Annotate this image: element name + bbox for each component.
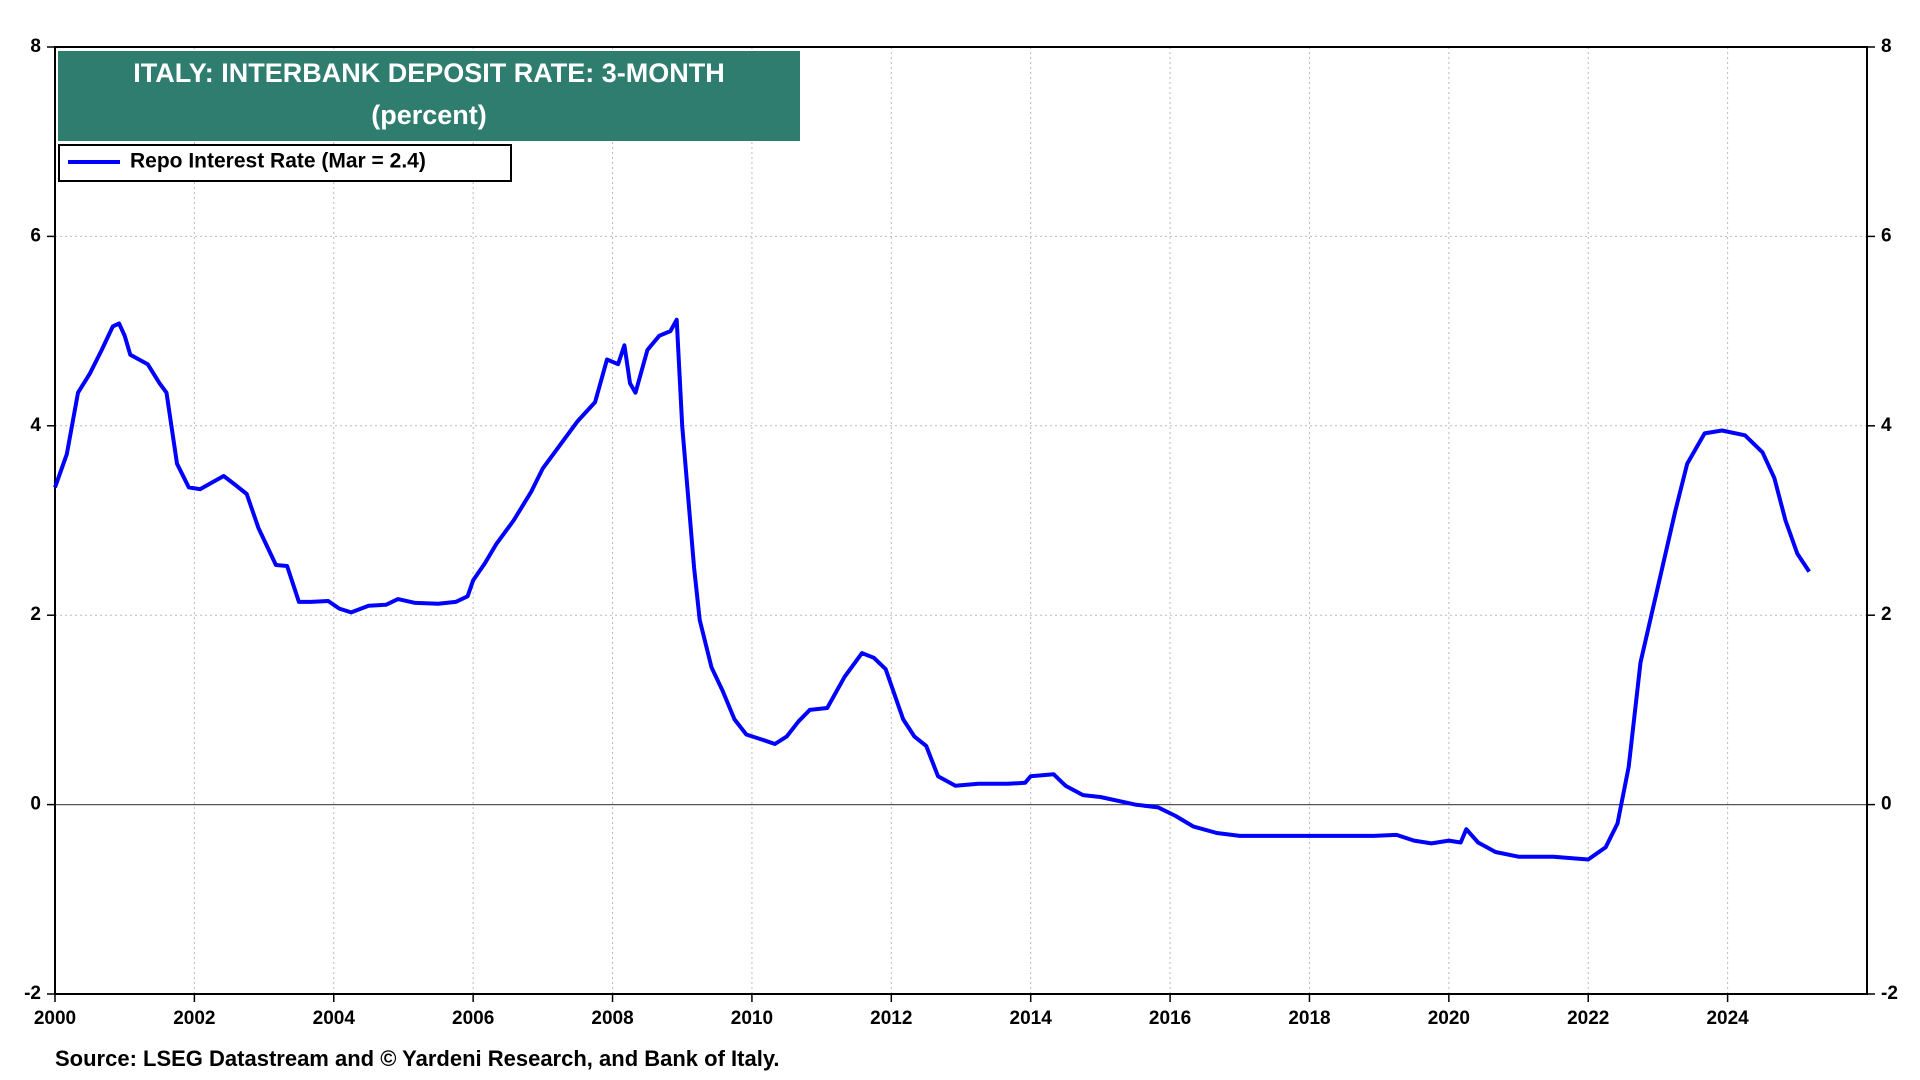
y-tick-label: 6 xyxy=(30,225,41,246)
plot-frame xyxy=(54,46,1868,995)
legend-box xyxy=(58,144,512,182)
y2-tick-label: -2 xyxy=(1881,983,1898,1004)
x-tick-label: 2020 xyxy=(1428,1008,1470,1029)
x-tick-label: 2022 xyxy=(1567,1008,1609,1029)
y2-tick-label: 6 xyxy=(1881,225,1892,246)
y2-tick-label: 4 xyxy=(1881,415,1892,436)
data-line xyxy=(53,317,1811,862)
x-tick-label: 2016 xyxy=(1149,1008,1191,1029)
y-tick-label: 8 xyxy=(30,36,41,57)
title-box xyxy=(58,51,800,141)
x-tick-label: 2018 xyxy=(1288,1008,1330,1029)
chart-title: ITALY: INTERBANK DEPOSIT RATE: 3-MONTH xyxy=(133,58,725,88)
y-tick-label: 0 xyxy=(30,794,41,815)
x-tick-label: 2010 xyxy=(731,1008,773,1029)
x-tick-label: 2024 xyxy=(1706,1008,1749,1029)
x-tick-label: 2000 xyxy=(34,1008,76,1029)
y-tick-label: -2 xyxy=(24,983,41,1004)
source-note: Source: LSEG Datastream and © Yardeni Re… xyxy=(55,1046,780,1071)
y2-tick-label: 8 xyxy=(1881,36,1892,57)
y-tick-label: 2 xyxy=(30,604,41,625)
y2-tick-label: 0 xyxy=(1881,794,1892,815)
x-tick-label: 2012 xyxy=(870,1008,912,1029)
x-tick-label: 2006 xyxy=(452,1008,494,1029)
x-tick-label: 2002 xyxy=(173,1008,215,1029)
y-tick-label: 4 xyxy=(30,415,41,436)
chart-subtitle: (percent) xyxy=(371,100,487,130)
legend-label: Repo Interest Rate (Mar = 2.4) xyxy=(130,150,426,173)
y2-tick-label: 2 xyxy=(1881,604,1892,625)
x-tick-label: 2014 xyxy=(1010,1008,1053,1029)
x-tick-label: 2004 xyxy=(313,1008,356,1029)
x-tick-label: 2008 xyxy=(591,1008,633,1029)
